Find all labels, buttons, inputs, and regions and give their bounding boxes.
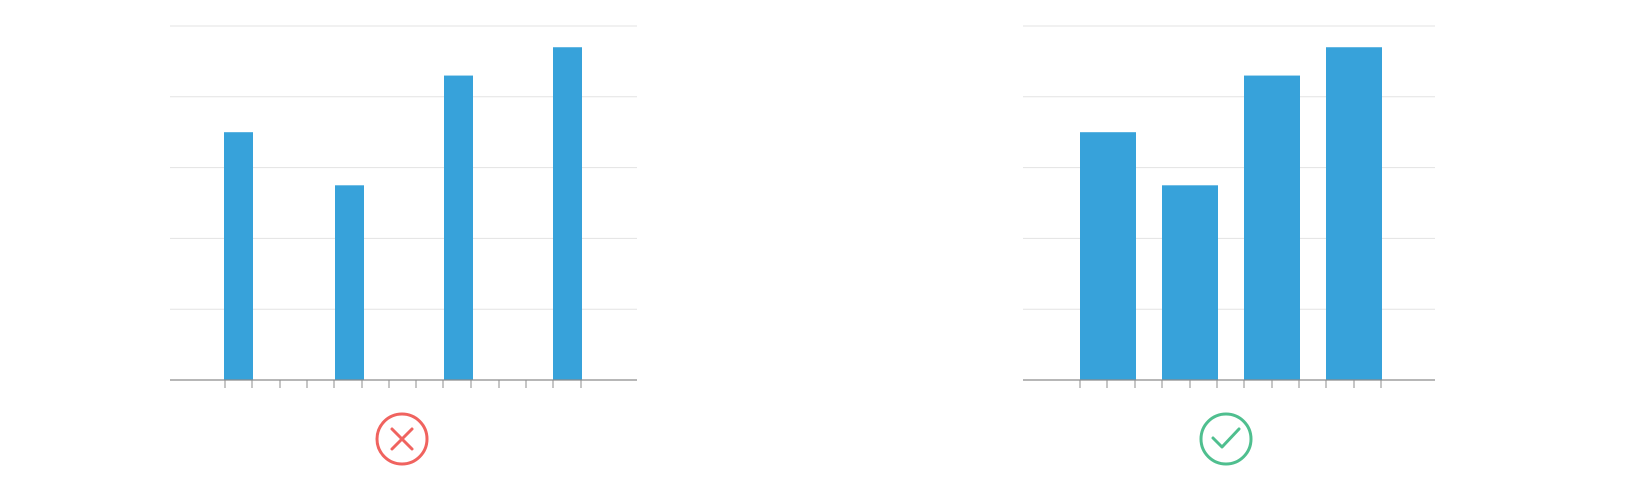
bar-4 <box>1326 47 1382 381</box>
bar-1 <box>1080 132 1136 380</box>
badge-ring <box>1199 412 1253 466</box>
chart-bad-example <box>170 25 637 388</box>
bar-4 <box>553 47 582 381</box>
badge-ring <box>375 412 429 466</box>
bar-1 <box>224 132 253 380</box>
bar-3 <box>1244 75 1300 380</box>
chart-good-example <box>1023 25 1435 388</box>
bar-2 <box>335 185 364 380</box>
check-circle-icon <box>1199 412 1253 466</box>
cross-circle-icon <box>375 412 429 466</box>
bar-2 <box>1162 185 1218 380</box>
check-stroke <box>1211 427 1241 449</box>
bar-3 <box>444 75 473 380</box>
cross-stroke <box>390 427 414 451</box>
